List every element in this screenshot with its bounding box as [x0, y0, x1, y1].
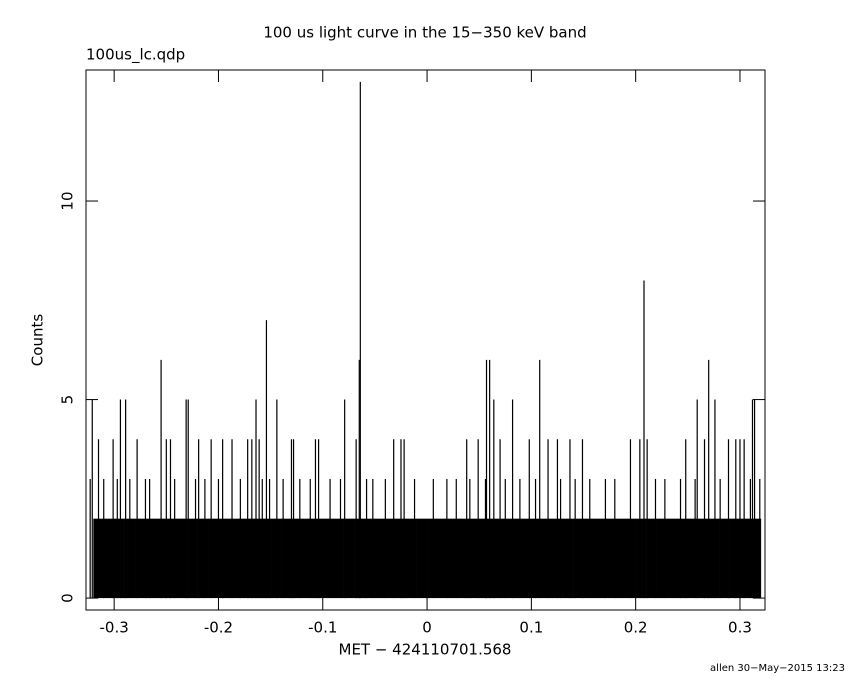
bin-bar [406, 518, 417, 599]
bin-bar [145, 518, 157, 599]
bin-bar [750, 518, 762, 599]
bin-bar [187, 518, 198, 599]
bin-bar [458, 518, 470, 599]
bin-bar [698, 518, 709, 599]
plot-area [89, 81, 762, 599]
y-tick-label: 5 [59, 395, 77, 405]
x-tick-label: -0.2 [204, 619, 233, 637]
bin-bar [197, 518, 209, 599]
bin-bar [729, 518, 741, 599]
bin-bar [333, 518, 344, 599]
bin-bar [708, 518, 720, 599]
y-tick-label: 10 [59, 191, 77, 210]
bin-bar [666, 518, 678, 599]
bin-bar [343, 518, 355, 599]
bin-bar [416, 518, 428, 599]
bin-bar [656, 518, 668, 599]
bin-bar [260, 518, 271, 599]
bin-bar [573, 518, 584, 599]
bin-bar [281, 518, 292, 599]
bin-bar [614, 518, 626, 599]
bin-bar [583, 518, 595, 599]
bin-bar [593, 518, 605, 599]
bin-bar [301, 518, 313, 599]
bin-bar [489, 518, 501, 599]
bin-bar [437, 518, 449, 599]
bin-bar [114, 518, 125, 599]
bin-bar [531, 518, 543, 599]
y-tick-label: 0 [59, 593, 77, 603]
bin-bar [249, 518, 261, 599]
bin-bar [239, 518, 251, 599]
x-tick-label: 0.1 [519, 619, 543, 637]
bin-bar [176, 518, 188, 599]
chart-subtitle: 100us_lc.qdp [86, 46, 185, 65]
plot-frame [85, 69, 766, 611]
bin-bar [479, 518, 490, 599]
bin-bar [510, 518, 522, 599]
bin-bar [374, 518, 386, 599]
bin-bar [604, 518, 616, 599]
bin-bar [364, 518, 376, 599]
bin-bar [270, 518, 282, 599]
x-tick-label: 0.3 [728, 619, 752, 637]
bin-bar [562, 518, 574, 599]
bin-bar [228, 518, 240, 599]
bin-bar [166, 518, 178, 599]
bin-bar [739, 518, 751, 599]
bin-bar [541, 518, 553, 599]
y-axis-label: Counts [29, 314, 47, 367]
bin-bar [677, 518, 689, 599]
bin-bar [468, 518, 480, 599]
bin-bar [208, 518, 219, 599]
bin-bar [427, 518, 438, 599]
bin-bar [103, 518, 115, 599]
x-axis-label: MET − 424110701.568 [339, 641, 512, 659]
x-tick-label: 0 [422, 619, 432, 637]
bin-bar [635, 518, 647, 599]
bin-bar [312, 518, 324, 599]
bin-bar [687, 518, 699, 599]
bin-bar [447, 518, 459, 599]
bin-bar [646, 518, 657, 599]
chart-title: 100 us light curve in the 15−350 keV ban… [263, 24, 586, 42]
bin-bar [385, 518, 397, 599]
x-tick-label: -0.1 [308, 619, 337, 637]
bin-bar [135, 518, 146, 599]
bin-bar [719, 518, 730, 599]
bin-bar [291, 518, 303, 599]
footer: allen 30−May−2015 13:23 [710, 663, 845, 674]
bin-bar [218, 518, 230, 599]
x-tick-label: 0.2 [624, 619, 648, 637]
bin-bar [322, 518, 334, 599]
x-tick-label: -0.3 [100, 619, 129, 637]
bin-bar [520, 518, 532, 599]
